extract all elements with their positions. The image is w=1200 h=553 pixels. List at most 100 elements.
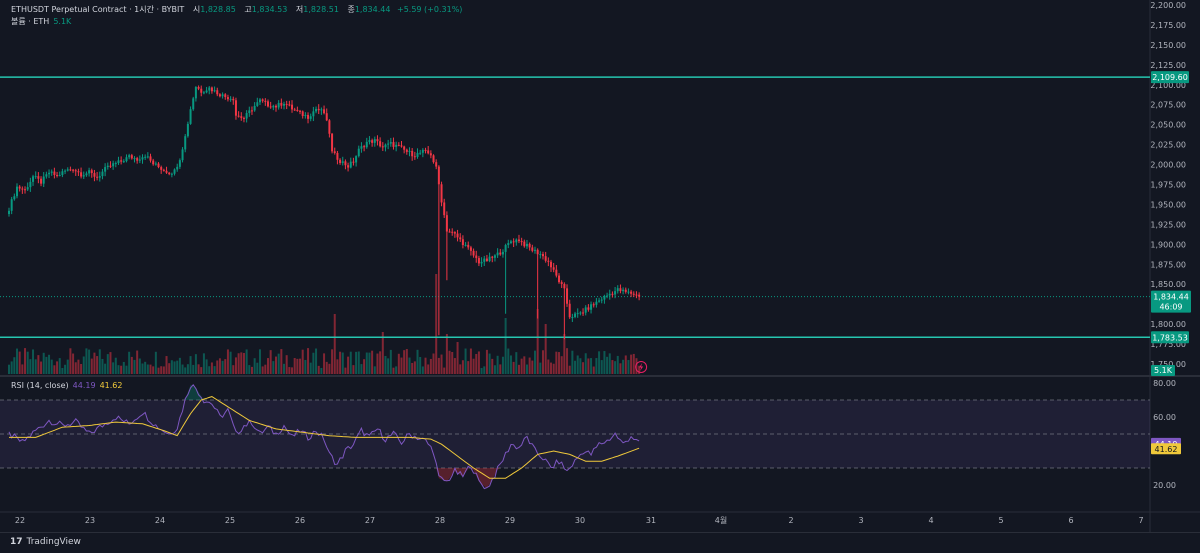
candle (456, 229, 459, 242)
volume-bar (315, 348, 318, 374)
volume-bar (614, 361, 617, 374)
candle (507, 239, 510, 249)
candle-body (291, 104, 294, 110)
candle-body (344, 161, 347, 166)
candle-body (154, 163, 157, 165)
volume-bar (280, 349, 283, 374)
volume-bar (221, 360, 224, 374)
candle (202, 90, 205, 95)
candle-body (10, 199, 13, 211)
volume-bar (128, 351, 131, 374)
candle (579, 311, 582, 316)
candle (245, 110, 248, 123)
volume-bar (448, 350, 451, 374)
candle-body (403, 146, 406, 150)
volume-bar (440, 354, 443, 374)
candle (160, 165, 163, 174)
candle (323, 105, 326, 115)
candle-body (520, 241, 523, 243)
volume-bar (18, 351, 21, 374)
volume-bar (168, 363, 171, 374)
candle-body (368, 140, 371, 142)
volume-bar (464, 348, 467, 374)
volume-bar (611, 360, 614, 374)
candle (315, 106, 318, 114)
candle-body (373, 139, 376, 143)
symbol-title[interactable]: ETHUSDT Perpetual Contract · 1시간 · BYBIT (11, 5, 185, 14)
candle (435, 159, 438, 170)
candle (64, 169, 67, 175)
candle (373, 136, 376, 147)
volume-legend[interactable]: 볼륨 · ETH 5.1K (11, 16, 71, 28)
candle-body (499, 252, 502, 255)
candle-body (320, 109, 323, 111)
candle-body (357, 148, 360, 157)
volume-bar (85, 348, 88, 374)
candle-body (88, 170, 91, 174)
candle-body (114, 163, 117, 165)
candle-body (360, 146, 363, 149)
candle-body (566, 288, 569, 304)
candle (550, 259, 553, 272)
volume-bar (16, 348, 19, 374)
volume-bar (272, 361, 275, 374)
volume-bar (296, 358, 299, 374)
candle (587, 304, 590, 312)
candle (576, 308, 579, 318)
volume-bar (82, 356, 85, 374)
candle-body (210, 87, 213, 92)
time-tick-label: 2 (788, 516, 793, 525)
candle (560, 280, 563, 289)
volume-bar (387, 358, 390, 374)
candle (512, 238, 515, 248)
candle (405, 148, 408, 155)
candle (517, 234, 520, 244)
lightning-glyph (639, 363, 644, 371)
candle (42, 172, 45, 188)
candle-body (435, 162, 438, 167)
candle-body (624, 289, 627, 292)
candle-body (45, 174, 48, 177)
rsi-legend[interactable]: RSI (14, close) 44.19 41.62 (11, 380, 122, 392)
candle-body (144, 156, 147, 158)
volume-bar (336, 359, 339, 374)
volume-bar (400, 357, 403, 374)
candle-body (528, 243, 531, 248)
rsi-ma-line (9, 396, 640, 479)
candle (304, 112, 307, 119)
candle (307, 112, 310, 124)
candle (117, 156, 120, 165)
candle (128, 153, 131, 160)
volume-bar (293, 358, 296, 374)
volume-bar (53, 365, 56, 374)
candle (82, 171, 85, 179)
rsi-value: 44.19 (72, 381, 96, 390)
price-tick-label: 1,850.00 (1150, 280, 1186, 289)
candle (477, 255, 480, 267)
volume-bar (189, 356, 192, 374)
candle-body (221, 94, 224, 97)
volume-bar (475, 353, 478, 374)
volume-bar (344, 367, 347, 374)
candle (170, 172, 173, 178)
candle (371, 138, 374, 147)
volume-bar (202, 353, 205, 374)
candle-body (440, 184, 443, 203)
candle-body (584, 307, 587, 313)
candle (234, 97, 237, 120)
volume-bar (152, 366, 155, 374)
volume-bar (467, 361, 470, 374)
volume-bar (226, 349, 229, 374)
volume-bar (520, 358, 523, 374)
candle (416, 148, 419, 159)
candle-body (517, 239, 520, 242)
tradingview-brand[interactable]: 17 TradingView (10, 537, 81, 547)
volume-bar (325, 361, 328, 374)
tradingview-logo-icon: 17 (10, 537, 23, 547)
price-chart[interactable]: 2,200.00 2,175.00 2,150.00 2,125.00 2,100.00… (0, 0, 1200, 532)
candle-body (18, 186, 21, 189)
candle (411, 148, 414, 161)
volume-tag (1151, 365, 1175, 376)
candle-body (630, 291, 633, 294)
